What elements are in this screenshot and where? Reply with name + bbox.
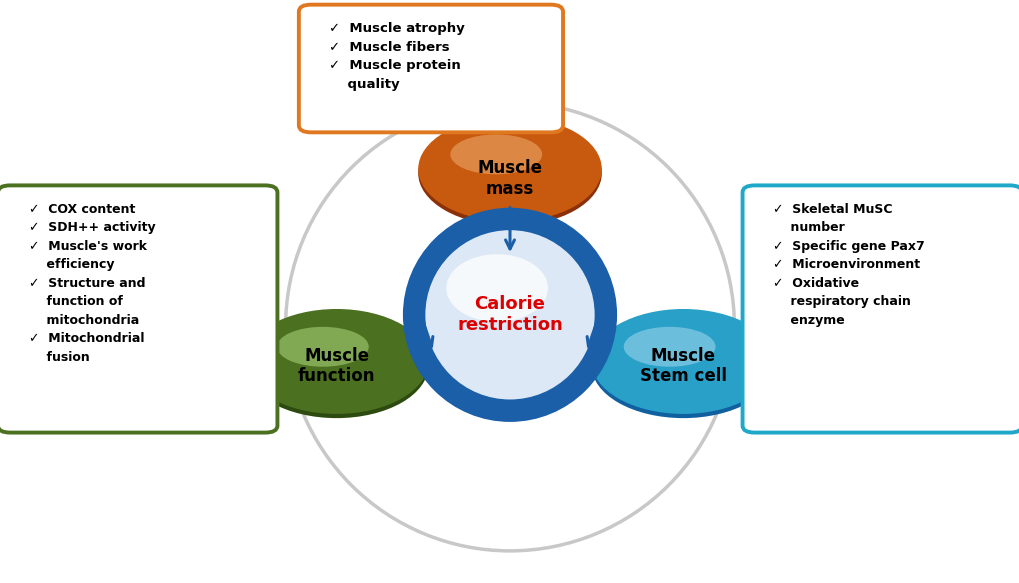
Text: Calorie
restriction: Calorie restriction: [457, 296, 562, 334]
Ellipse shape: [591, 309, 774, 414]
Ellipse shape: [425, 230, 594, 399]
Ellipse shape: [624, 327, 715, 367]
Ellipse shape: [418, 121, 601, 226]
FancyBboxPatch shape: [0, 185, 277, 433]
FancyBboxPatch shape: [299, 5, 562, 132]
Text: ✓  Skeletal MuSC
    number
✓  Specific gene Pax7
✓  Microenvironment
✓  Oxidati: ✓ Skeletal MuSC number ✓ Specific gene P…: [772, 203, 924, 327]
Ellipse shape: [245, 309, 428, 414]
Text: Muscle
Stem cell: Muscle Stem cell: [639, 347, 727, 385]
Ellipse shape: [450, 135, 542, 174]
FancyBboxPatch shape: [742, 185, 1019, 433]
Ellipse shape: [418, 117, 601, 222]
Text: Muscle
function: Muscle function: [298, 347, 375, 385]
Ellipse shape: [403, 208, 616, 422]
Ellipse shape: [277, 327, 369, 367]
Text: Muscle
mass: Muscle mass: [477, 159, 542, 198]
Text: ✓  COX content
✓  SDH++ activity
✓  Muscle's work
    efficiency
✓  Structure an: ✓ COX content ✓ SDH++ activity ✓ Muscle'…: [29, 203, 155, 364]
Ellipse shape: [446, 254, 547, 322]
Ellipse shape: [245, 313, 428, 418]
Ellipse shape: [591, 313, 774, 418]
Text: ✓  Muscle atrophy
✓  Muscle fibers
✓  Muscle protein
    quality: ✓ Muscle atrophy ✓ Muscle fibers ✓ Muscl…: [329, 22, 465, 90]
